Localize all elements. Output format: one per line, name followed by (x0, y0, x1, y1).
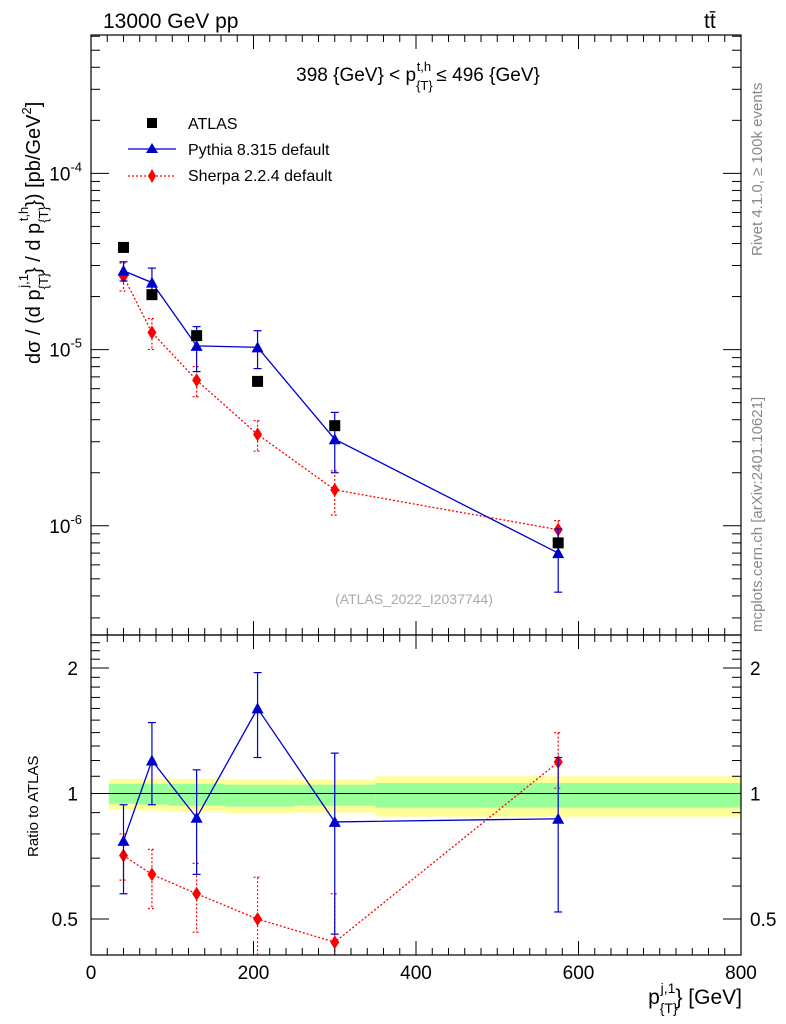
x-axis-label: p{T}j,1} [GeV] (648, 980, 742, 1016)
data-point-pythia (552, 812, 565, 824)
legend-entry-sherpa: Sherpa 2.2.4 default (128, 168, 333, 185)
data-point-sherpa (147, 325, 157, 340)
legend-marker-pythia (146, 143, 158, 153)
watermark-label: (ATLAS_2022_I2037744) (335, 591, 493, 607)
ratio-y-tick-label: 1 (67, 785, 78, 806)
uncertainty-band-inner (225, 784, 295, 807)
x-tick-label: 600 (563, 963, 595, 984)
data-point-sherpa (253, 427, 263, 442)
main-axis-ticks: 10-6 10-5 10-4 (49, 35, 742, 635)
data-point-pythia (552, 547, 565, 559)
x-tick-label: 400 (400, 963, 432, 984)
data-point-atlas (118, 241, 129, 253)
collision-label: 13000 GeV pp (103, 10, 238, 33)
legend-label-pythia: Pythia 8.315 default (188, 142, 330, 159)
data-point-pythia (145, 276, 158, 288)
ratio-plot-marks (91, 672, 741, 955)
series-line (123, 761, 559, 943)
data-point-pythia (251, 341, 264, 353)
legend-label-sherpa: Sherpa 2.2.4 default (188, 168, 333, 185)
data-point-sherpa (192, 886, 202, 901)
uncertainty-band-inner (138, 783, 169, 805)
data-point-sherpa (253, 912, 263, 927)
data-point-pythia (190, 339, 203, 351)
data-point-pythia (145, 754, 158, 766)
data-point-atlas (329, 420, 341, 432)
data-point-pythia (117, 834, 130, 846)
legend-marker-sherpa (148, 169, 156, 183)
process-label: tt̄ (704, 10, 716, 33)
ratio-y-tick-label: 2 (67, 659, 78, 680)
chart-title: 398 {GeV} < p{T}t,h ≤ 496 {GeV} (296, 59, 540, 93)
data-point-atlas (552, 537, 564, 549)
ratio-axis-ticks: 0 200 400 600 800 0.5 0.5 1 1 2 2 (52, 634, 776, 984)
data-point-atlas (252, 375, 264, 387)
series-line (123, 270, 559, 554)
legend: ATLAS Pythia 8.315 default Sherpa 2.2.4 … (128, 116, 333, 185)
y-tick-label: 10-5 (49, 336, 82, 362)
data-point-atlas (146, 289, 158, 301)
main-y-axis-label: dσ / (d p{T}j,1} / d p{T}t,h}) [pb/GeV2] (16, 102, 51, 364)
legend-marker-atlas (147, 118, 157, 128)
y-tick-label: 10-6 (49, 512, 82, 538)
x-tick-label: 200 (238, 963, 270, 984)
ratio-y-tick-label: 0.5 (52, 910, 78, 931)
main-plot-marks (117, 241, 565, 593)
x-tick-label: 800 (725, 963, 757, 984)
main-panel: 10-6 10-5 10-4 398 {GeV} < p{T}t,h ≤ 496 {… (16, 34, 742, 636)
data-point-pythia (328, 433, 341, 445)
ratio-y-tick-label-right: 1 (750, 785, 761, 806)
series-line (122, 276, 559, 531)
data-point-pythia (190, 811, 203, 823)
data-point-sherpa (330, 935, 340, 950)
data-point-sherpa (147, 867, 157, 882)
data-point-sherpa (192, 373, 202, 388)
source-label: mcplots.cern.ch [arXiv:2401.10621] (749, 397, 766, 632)
rivet-version-label: Rivet 4.1.0, ≥ 100k events (749, 83, 766, 256)
ratio-panel: 0 200 400 600 800 0.5 0.5 1 1 2 2 Ratio to ATLAS p… (25, 634, 776, 1016)
data-point-pythia (328, 815, 341, 827)
series-line (122, 707, 559, 842)
x-tick-label: 0 (86, 963, 97, 984)
data-point-atlas (191, 330, 203, 342)
y-tick-label: 10-4 (49, 159, 82, 185)
legend-entry-atlas: ATLAS (147, 116, 238, 133)
ratio-y-tick-label-right: 0.5 (750, 910, 776, 931)
legend-entry-pythia: Pythia 8.315 default (128, 142, 330, 159)
ratio-y-axis-label: Ratio to ATLAS (25, 756, 42, 857)
ratio-y-tick-label-right: 2 (750, 659, 761, 680)
data-point-pythia (117, 264, 130, 276)
data-point-pythia (251, 702, 264, 714)
data-point-sherpa (330, 482, 340, 497)
legend-label-atlas: ATLAS (188, 116, 238, 133)
